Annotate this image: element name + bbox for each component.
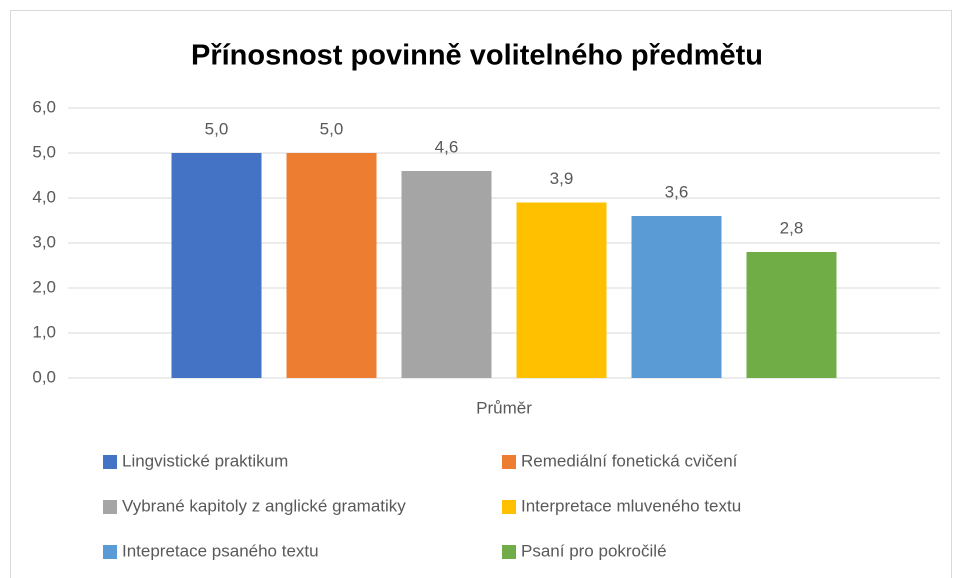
- data-label: 2,8: [780, 218, 804, 237]
- legend-swatch: [103, 455, 117, 469]
- bar: [401, 171, 492, 378]
- legend-label: Lingvistické praktikum: [122, 451, 288, 470]
- y-tick-label: 2,0: [32, 277, 56, 296]
- data-label: 4,6: [435, 137, 459, 156]
- y-tick-label: 0,0: [32, 367, 56, 386]
- bar: [171, 153, 262, 378]
- data-label: 3,9: [550, 169, 574, 188]
- legend-swatch: [502, 545, 516, 559]
- data-label: 3,6: [665, 182, 689, 201]
- legend-label: Interpretace mluveného textu: [521, 496, 741, 515]
- y-tick-label: 6,0: [32, 97, 56, 116]
- bar: [516, 202, 607, 378]
- x-tick-label: Průměr: [476, 398, 532, 417]
- legend-label: Remediální fonetická cvičení: [521, 451, 738, 470]
- legend-swatch: [103, 500, 117, 514]
- bar: [746, 252, 837, 378]
- chart-title: Přínosnost povinně volitelného předmětu: [191, 40, 763, 72]
- y-tick-label: 5,0: [32, 142, 56, 161]
- bar: [286, 153, 377, 378]
- y-tick-label: 3,0: [32, 232, 56, 251]
- legend-swatch: [502, 455, 516, 469]
- y-tick-label: 1,0: [32, 322, 56, 341]
- data-label: 5,0: [205, 119, 229, 138]
- legend-label: Intepretace psaného textu: [122, 541, 319, 560]
- legend-swatch: [502, 500, 516, 514]
- legend-swatch: [103, 545, 117, 559]
- bar: [631, 216, 722, 378]
- data-label: 5,0: [320, 119, 344, 138]
- legend-label: Vybrané kapitoly z anglické gramatiky: [122, 496, 406, 515]
- y-tick-label: 4,0: [32, 187, 56, 206]
- legend-label: Psaní pro pokročilé: [521, 541, 667, 560]
